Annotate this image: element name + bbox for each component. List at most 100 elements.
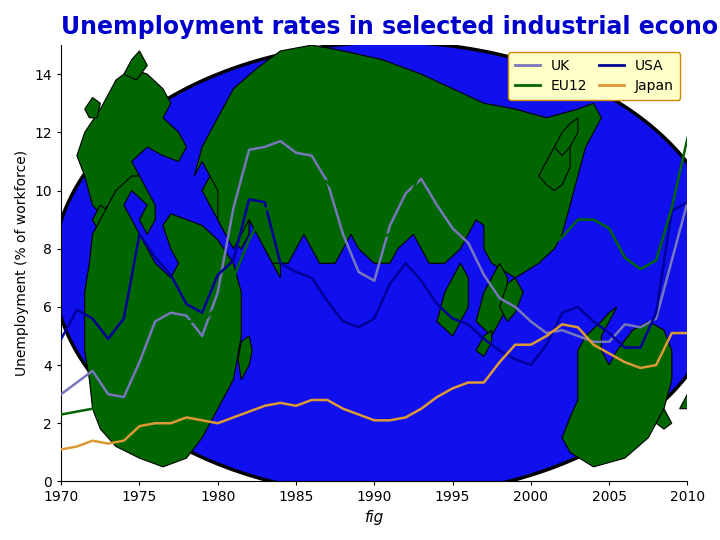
EU12 [135,370,144,377]
EU12 [276,190,284,197]
Japan [401,414,410,421]
USA [558,309,567,316]
Japan [276,400,284,406]
UK [229,205,238,211]
UK [652,315,660,322]
Polygon shape [238,336,252,380]
Japan [307,397,316,403]
Polygon shape [194,45,601,278]
USA [417,278,426,284]
Japan [589,341,598,348]
Polygon shape [437,264,468,336]
EU12 [182,318,191,325]
USA [589,318,598,325]
EU12 [605,225,613,232]
EU12 [683,135,692,141]
UK [589,339,598,345]
EU12 [667,205,676,211]
UK [386,222,395,229]
USA [636,345,645,351]
USA [245,196,253,202]
UK [292,150,300,156]
UK [354,269,363,275]
Japan [464,379,472,386]
UK [73,379,81,386]
Japan [636,364,645,371]
EU12 [323,179,332,185]
USA [480,336,488,342]
Polygon shape [85,97,100,118]
USA [104,336,112,342]
EU12 [652,257,660,264]
EU12 [120,400,128,406]
USA [511,356,520,362]
UK [88,368,96,374]
Y-axis label: Unemployment (% of workforce): Unemployment (% of workforce) [15,150,29,376]
EU12 [354,222,363,229]
UK [261,144,269,150]
UK [338,231,347,238]
EU12 [417,164,426,171]
USA [150,254,159,261]
Japan [135,423,144,429]
EU12 [213,303,222,310]
USA [386,280,395,287]
USA [433,301,441,307]
EU12 [198,318,207,325]
UK [526,318,535,325]
EU12 [526,231,535,238]
Japan [150,420,159,427]
UK [449,225,457,232]
USA [574,303,582,310]
EU12 [495,187,504,194]
Polygon shape [500,278,523,321]
USA [213,272,222,278]
USA [120,315,128,322]
Japan [605,350,613,357]
USA [605,330,613,336]
Japan [511,341,520,348]
EU12 [542,246,551,252]
UK [307,152,316,159]
Polygon shape [554,118,578,156]
USA [57,336,66,342]
Polygon shape [202,176,249,249]
EU12 [464,167,472,173]
Japan [433,394,441,400]
Japan [120,437,128,444]
EU12 [292,181,300,188]
Japan [213,420,222,427]
Line: Japan: Japan [61,325,688,449]
Polygon shape [77,69,186,214]
Japan [417,406,426,412]
EU12 [104,406,112,412]
USA [526,362,535,368]
UK [57,391,66,397]
USA [73,307,81,313]
UK [104,391,112,397]
Polygon shape [92,205,116,234]
Polygon shape [562,307,672,467]
UK [433,202,441,208]
Polygon shape [539,138,570,191]
Japan [370,417,379,423]
Japan [354,411,363,418]
Japan [104,440,112,447]
Japan [338,406,347,412]
USA [88,315,96,322]
EU12 [589,217,598,223]
Japan [198,417,207,423]
UK [542,330,551,336]
Japan [245,408,253,415]
USA [182,301,191,307]
USA [261,199,269,205]
USA [354,324,363,330]
Polygon shape [656,409,672,429]
UK [511,303,520,310]
USA [338,318,347,325]
EU12 [636,266,645,272]
USA [307,274,316,281]
USA [166,272,175,278]
EU12 [621,254,629,261]
USA [370,315,379,322]
